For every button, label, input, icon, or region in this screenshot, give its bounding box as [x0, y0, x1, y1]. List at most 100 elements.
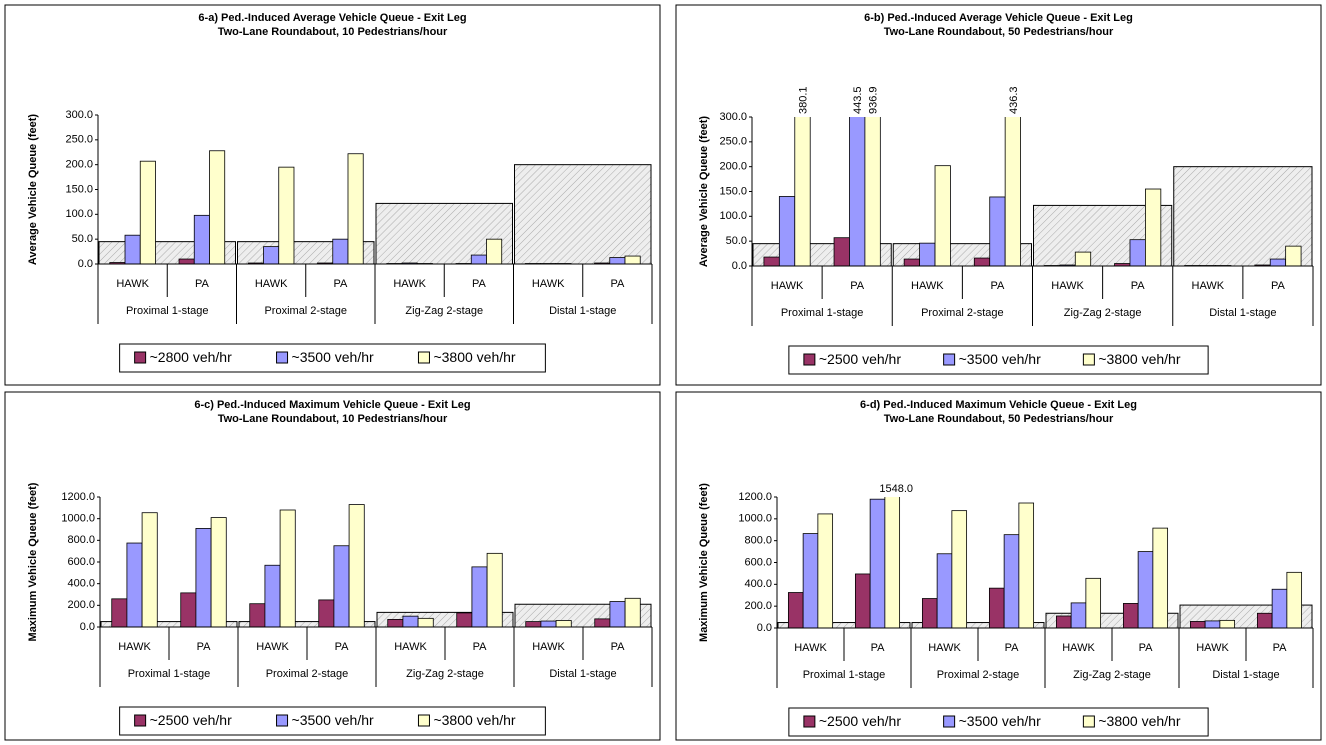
- bar: [210, 517, 227, 628]
- bar: [139, 160, 156, 265]
- value-label: 936.9: [868, 86, 880, 114]
- group-label: Distal 1-stage: [549, 305, 616, 317]
- x-tick-label: PA: [611, 641, 626, 653]
- bar: [919, 242, 936, 267]
- chart-subtitle: Two-Lane Roundabout, 10 Pedestrians/hour: [218, 413, 448, 425]
- bar: [278, 166, 295, 265]
- bar: [456, 612, 473, 628]
- y-tick-label: 200.0: [744, 600, 772, 612]
- bar: [903, 258, 920, 267]
- bar: [195, 528, 212, 628]
- chart-title: 6-c) Ped.-Induced Maximum Vehicle Queue …: [194, 399, 470, 411]
- bar: [333, 545, 350, 628]
- legend-swatch: [943, 353, 956, 366]
- bar: [402, 615, 419, 628]
- bar: [1152, 527, 1169, 629]
- x-tick-label: PA: [1131, 280, 1146, 292]
- bar: [934, 165, 951, 267]
- bar: [951, 510, 968, 629]
- bar: [486, 238, 503, 265]
- y-tick-label: 0.0: [80, 621, 95, 633]
- legend-swatch: [803, 353, 816, 366]
- x-tick-label: PA: [333, 278, 348, 290]
- bar: [1137, 551, 1154, 629]
- value-label: 436.3: [1008, 86, 1020, 114]
- panel-border: [4, 391, 661, 741]
- chart-subtitle: Two-Lane Roundabout, 50 Pedestrians/hour: [884, 413, 1114, 425]
- chart-title: 6-a) Ped.-Induced Average Vehicle Queue …: [198, 12, 466, 24]
- bar: [318, 599, 335, 628]
- group-label: Proximal 2-stage: [264, 305, 347, 317]
- x-tick-label: PA: [335, 641, 350, 653]
- bar: [1256, 612, 1273, 629]
- legend-label: ~3800 veh/hr: [433, 712, 515, 728]
- bar: [555, 620, 572, 628]
- legend-label: ~2500 veh/hr: [819, 713, 901, 729]
- group-label: Zig-Zag 2-stage: [1064, 307, 1142, 319]
- bar: [1074, 251, 1092, 267]
- legend-label: ~3500 veh/hr: [292, 712, 374, 728]
- y-tick-label: 1000.0: [738, 513, 772, 525]
- y-tick-label: 150.0: [65, 183, 93, 195]
- x-tick-label: HAWK: [118, 641, 151, 653]
- x-tick-label: HAWK: [928, 642, 961, 654]
- legend-swatch: [417, 714, 430, 727]
- x-tick-label: PA: [850, 280, 865, 292]
- legend-swatch: [803, 715, 816, 728]
- legend-label: ~2500 veh/hr: [819, 351, 901, 367]
- bar: [417, 617, 434, 628]
- x-tick-label: HAWK: [1192, 280, 1225, 292]
- x-tick-label: HAWK: [532, 278, 565, 290]
- y-tick-label: 1200.0: [738, 491, 772, 503]
- legend-swatch: [943, 715, 956, 728]
- x-tick-label: PA: [197, 641, 212, 653]
- bar: [921, 598, 938, 629]
- bar: [141, 512, 158, 628]
- bar: [854, 573, 871, 629]
- bar: [387, 619, 404, 628]
- x-tick-label: HAWK: [256, 641, 289, 653]
- x-tick-label: HAWK: [116, 278, 149, 290]
- chart-panel: 6-b) Ped.-Induced Average Vehicle Queue …: [675, 4, 1322, 386]
- bar: [778, 196, 796, 267]
- y-tick-label: 250.0: [65, 134, 93, 146]
- bar: [348, 504, 365, 628]
- y-tick-label: 400.0: [67, 578, 95, 590]
- bar: [1129, 239, 1146, 267]
- bar: [279, 509, 296, 628]
- bar: [988, 587, 1005, 629]
- y-tick-label: 200.0: [719, 161, 747, 173]
- y-tick-label: 800.0: [67, 534, 95, 546]
- legend-swatch: [1082, 715, 1095, 728]
- bar: [624, 597, 641, 628]
- x-tick-label: PA: [871, 642, 886, 654]
- x-tick-label: HAWK: [1051, 280, 1084, 292]
- group-label: Proximal 1-stage: [781, 307, 864, 319]
- x-tick-label: PA: [473, 641, 488, 653]
- y-tick-label: 200.0: [65, 159, 93, 171]
- y-tick-label: 100.0: [719, 210, 747, 222]
- y-tick-label: 300.0: [65, 109, 93, 121]
- bar: [263, 246, 280, 265]
- bar: [1070, 602, 1087, 629]
- chart-title: 6-b) Ped.-Induced Average Vehicle Queue …: [864, 12, 1133, 24]
- group-label: Distal 1-stage: [549, 668, 616, 680]
- x-tick-label: PA: [991, 280, 1006, 292]
- legend-label: ~3500 veh/hr: [959, 713, 1041, 729]
- value-label: 443.5: [852, 86, 864, 114]
- group-label: Proximal 1-stage: [803, 669, 886, 681]
- legend-box: [119, 706, 546, 736]
- bar: [126, 542, 143, 628]
- y-axis-label: Maximum Vehicle Queue (feet): [27, 482, 39, 641]
- reference-band: [514, 164, 652, 265]
- x-tick-label: HAWK: [394, 641, 427, 653]
- legend-label: ~3500 veh/hr: [292, 349, 374, 365]
- bar: [347, 153, 364, 265]
- chart-title: 6-d) Ped.-Induced Maximum Vehicle Queue …: [860, 399, 1137, 411]
- group-label: Zig-Zag 2-stage: [1073, 669, 1151, 681]
- group-label: Zig-Zag 2-stage: [406, 668, 484, 680]
- bar: [264, 564, 281, 628]
- bar: [1055, 615, 1072, 629]
- y-tick-label: 0.0: [78, 258, 93, 270]
- bar: [609, 601, 626, 628]
